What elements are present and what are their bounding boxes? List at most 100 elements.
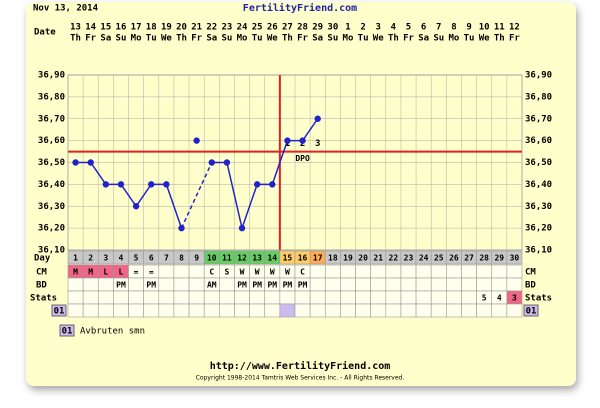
- cell: [188, 290, 205, 305]
- date-label: 4: [391, 23, 397, 33]
- cell: [355, 277, 371, 292]
- cell: [324, 264, 341, 279]
- cell: [173, 290, 190, 305]
- temp-row-label: 01: [54, 307, 65, 317]
- temp-point: [269, 181, 276, 188]
- temp-point: [314, 115, 321, 122]
- weekday-label: Th: [176, 34, 187, 44]
- weekday-label: Tu: [252, 34, 263, 44]
- day-numbers-cell: 30: [510, 254, 520, 263]
- date-label: 24: [237, 23, 248, 33]
- y-tick-label: 36,50: [38, 158, 65, 168]
- weekday-label: Tu: [146, 34, 157, 44]
- date-label: 16: [116, 23, 127, 33]
- temp-point: [72, 159, 79, 166]
- cell: [219, 277, 235, 292]
- day-numbers-cell: 10: [207, 254, 217, 263]
- cell: [264, 290, 281, 305]
- cell: [203, 303, 220, 318]
- day-numbers-cell: 28: [479, 254, 489, 263]
- cell: [324, 303, 341, 318]
- cell: [128, 303, 144, 318]
- cell: [324, 290, 341, 305]
- weekday-label: Th: [494, 34, 505, 44]
- weekday-label: Su: [327, 34, 338, 44]
- y-tick-label: 36,40: [38, 180, 65, 190]
- dpo-number: 1: [285, 139, 290, 149]
- temp-point: [238, 224, 246, 232]
- cell: [415, 277, 432, 292]
- weekday-label: Fr: [297, 34, 308, 44]
- cell: [113, 290, 129, 305]
- cell: [279, 290, 296, 305]
- date-label: 9: [466, 23, 471, 33]
- weekday-label: Th: [388, 34, 399, 44]
- cell: [415, 303, 432, 318]
- y-tick-label: 36,60: [38, 136, 65, 146]
- temp-row-label: 01: [526, 307, 537, 317]
- day-numbers-cell: 1: [73, 254, 78, 263]
- cell: [97, 290, 114, 305]
- weekday-label: Sa: [206, 34, 217, 44]
- weekday-label: We: [267, 34, 278, 44]
- legend-code: 01: [62, 327, 73, 337]
- bd-cell: PM: [146, 281, 156, 290]
- day-numbers-cell: 16: [298, 254, 308, 263]
- cell: [446, 303, 462, 318]
- day-numbers-cell: 19: [343, 254, 353, 263]
- bd-label: BD: [36, 281, 47, 291]
- temp-point: [102, 181, 110, 188]
- cell: [491, 264, 508, 279]
- cell: [506, 250, 523, 265]
- date-label: 17: [131, 23, 142, 33]
- cm-cell: =: [134, 268, 139, 277]
- bd-cell: PM: [298, 281, 308, 290]
- cell: [461, 277, 477, 292]
- cell: [249, 290, 266, 305]
- cell: [461, 264, 477, 279]
- y-tick-label: 36,70: [38, 114, 65, 124]
- y-tick-label: 36,30: [525, 202, 552, 212]
- cm-cell: W: [285, 268, 290, 277]
- date-label: 8: [451, 23, 456, 33]
- y-tick-label: 36,50: [525, 158, 552, 168]
- date-label: 30: [327, 23, 338, 33]
- day-numbers-cell: 23: [404, 254, 414, 263]
- weekday-label: We: [479, 34, 490, 44]
- day-numbers-cell: 15: [283, 254, 293, 263]
- cell: [67, 290, 84, 305]
- cell: [400, 290, 417, 305]
- date-label: 26: [267, 23, 278, 33]
- cell: [385, 264, 402, 279]
- cell: [158, 277, 175, 292]
- y-tick-label: 36,90: [38, 71, 65, 81]
- cell: [385, 290, 402, 305]
- y-tick-label: 36,80: [38, 92, 65, 102]
- date-label: 5: [406, 23, 411, 33]
- y-tick-label: 36,70: [525, 114, 552, 124]
- cell: [219, 303, 235, 318]
- cell: [158, 290, 175, 305]
- weekday-label: Sa: [312, 34, 323, 44]
- cell: [309, 277, 326, 292]
- site: FertilityFriend.com: [243, 2, 357, 14]
- cm-cell: M: [88, 268, 93, 277]
- y-tick-label: 36,40: [525, 180, 552, 190]
- date-label: 13: [70, 23, 81, 33]
- stats-cell: 4: [497, 294, 502, 303]
- legend-box: [59, 324, 75, 337]
- cm-cell: C: [209, 268, 214, 277]
- day-numbers-cell: 14: [267, 254, 277, 263]
- cell: [506, 303, 523, 318]
- cell: [203, 290, 220, 305]
- cell: [385, 303, 402, 318]
- y-tick-label: 36,10: [38, 246, 65, 256]
- cell: [461, 290, 477, 305]
- day-numbers-cell: 5: [134, 254, 139, 263]
- cell: [491, 277, 508, 292]
- cm-cell: =: [149, 268, 154, 277]
- cell: [355, 290, 371, 305]
- cell: [309, 264, 326, 279]
